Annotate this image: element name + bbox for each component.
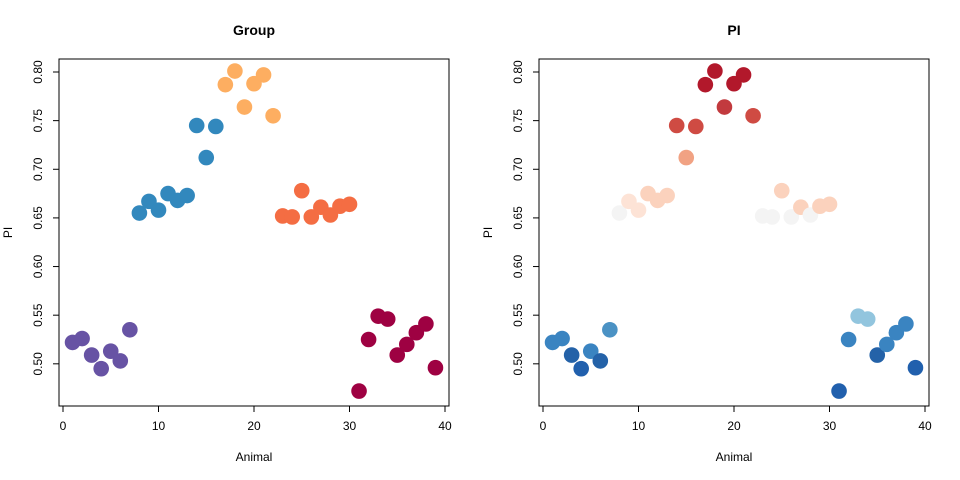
data-point xyxy=(764,209,780,225)
data-point xyxy=(831,383,847,399)
data-point xyxy=(563,347,580,363)
data-point xyxy=(83,347,100,363)
chart-title: Group xyxy=(233,22,275,38)
y-tick-label: 0.50 xyxy=(511,352,525,376)
data-point xyxy=(389,347,406,363)
data-point xyxy=(427,359,444,376)
data-point xyxy=(716,99,733,115)
data-point xyxy=(265,107,281,124)
data-point xyxy=(554,330,570,347)
data-point xyxy=(630,202,647,218)
data-point xyxy=(236,99,253,115)
data-point xyxy=(418,316,434,332)
data-point xyxy=(188,117,205,134)
x-axis-label: Animal xyxy=(716,450,753,464)
data-point xyxy=(879,336,895,353)
y-tick-label: 0.55 xyxy=(511,303,525,327)
data-point xyxy=(74,330,90,347)
x-tick-label: 0 xyxy=(60,419,67,433)
data-point xyxy=(697,76,714,93)
data-point xyxy=(360,331,377,348)
y-tick-label: 0.80 xyxy=(511,60,525,84)
x-tick-label: 40 xyxy=(438,419,452,433)
data-point xyxy=(582,343,599,359)
data-point xyxy=(131,205,148,221)
data-point xyxy=(284,209,301,225)
data-point xyxy=(659,187,675,204)
x-tick-label: 0 xyxy=(540,419,547,433)
data-point xyxy=(122,321,138,338)
y-tick-label: 0.65 xyxy=(511,206,525,230)
y-tick-label: 0.60 xyxy=(31,255,45,279)
x-axis-label: Animal xyxy=(236,450,273,464)
data-point xyxy=(351,383,367,399)
data-point xyxy=(379,311,396,327)
data-point xyxy=(773,182,790,199)
x-tick-label: 10 xyxy=(152,419,166,433)
panel-pi-chart: PI 0 10 20 30 40 0.50 0.55 0.60 0.65 0.70 0.75 0.80 A… xyxy=(481,22,932,464)
y-tick-label: 0.50 xyxy=(31,352,45,376)
panel-group-chart: Group 0 10 20 30 40 0.50 0.55 0.60 0.65 0.70 0.75 0.… xyxy=(1,22,452,464)
y-tick-label: 0.60 xyxy=(511,255,525,279)
data-point xyxy=(678,149,695,166)
data-point xyxy=(783,209,800,225)
data-point xyxy=(735,67,752,83)
data-point xyxy=(869,347,886,363)
data-point xyxy=(303,209,320,225)
y-tick-label: 0.65 xyxy=(31,206,45,230)
data-point xyxy=(399,336,415,353)
data-point xyxy=(821,196,838,213)
data-point xyxy=(907,359,924,376)
data-point xyxy=(255,67,272,83)
data-point xyxy=(227,63,243,79)
data-point xyxy=(611,205,628,221)
data-point xyxy=(573,360,589,377)
data-point xyxy=(293,182,310,199)
x-tick-label: 40 xyxy=(918,419,932,433)
x-tick-label: 20 xyxy=(247,419,261,433)
data-point xyxy=(840,331,857,348)
data-point xyxy=(707,63,723,79)
data-point xyxy=(745,107,761,124)
y-tick-label: 0.75 xyxy=(511,109,525,133)
data-point xyxy=(93,360,109,377)
data-point xyxy=(150,202,167,218)
y-tick-label: 0.75 xyxy=(31,109,45,133)
data-point xyxy=(898,316,914,332)
data-point xyxy=(198,149,215,166)
x-tick-label: 10 xyxy=(632,419,646,433)
y-axis-label: PI xyxy=(1,227,15,238)
x-tick-label: 30 xyxy=(823,419,837,433)
data-point xyxy=(102,343,119,359)
x-tick-label: 30 xyxy=(343,419,357,433)
x-tick-label: 20 xyxy=(727,419,741,433)
data-point xyxy=(179,187,195,204)
data-point xyxy=(217,76,234,93)
data-point xyxy=(592,353,609,369)
data-point xyxy=(688,118,704,135)
y-tick-label: 0.80 xyxy=(31,60,45,84)
data-point xyxy=(668,117,685,134)
y-tick-label: 0.55 xyxy=(31,303,45,327)
data-point xyxy=(859,311,876,327)
data-point xyxy=(112,353,129,369)
y-tick-label: 0.70 xyxy=(31,157,45,181)
y-tick-label: 0.70 xyxy=(511,157,525,181)
chart-title: PI xyxy=(727,22,740,38)
data-point xyxy=(602,321,618,338)
data-point xyxy=(341,196,358,213)
y-axis-label: PI xyxy=(481,227,495,238)
data-point xyxy=(208,118,224,135)
